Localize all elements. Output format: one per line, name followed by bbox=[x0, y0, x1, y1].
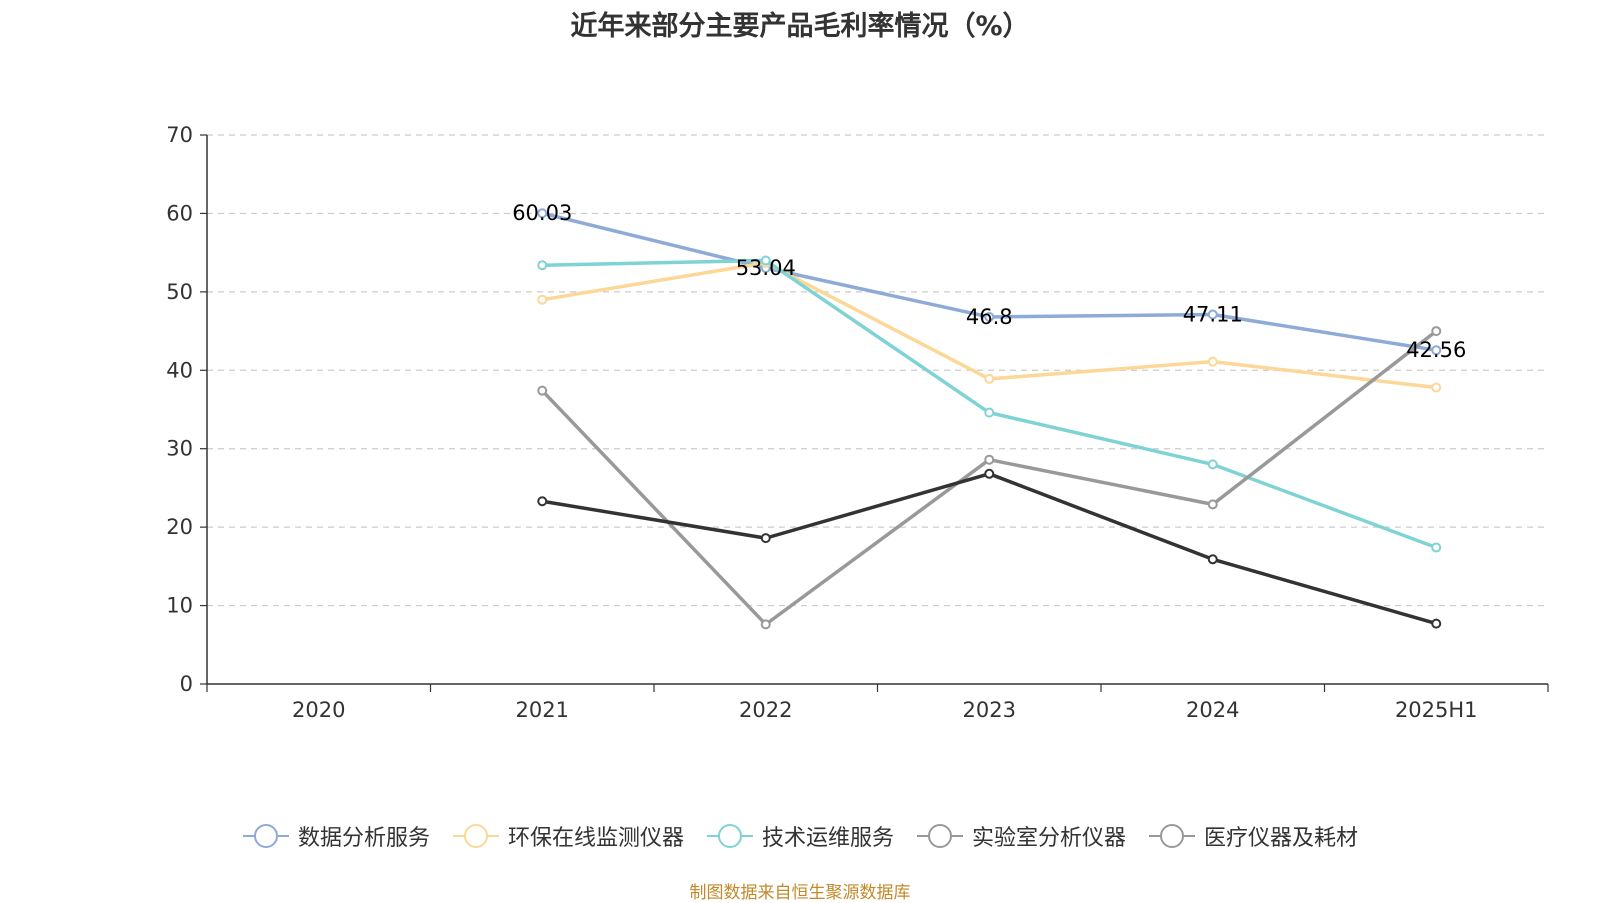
x-tick-label: 2021 bbox=[516, 698, 569, 722]
y-tick-label: 50 bbox=[166, 280, 193, 304]
data-label: 47.11 bbox=[1183, 303, 1243, 327]
data-point bbox=[984, 468, 995, 479]
series-line-2 bbox=[542, 258, 1437, 550]
data-point bbox=[1431, 542, 1442, 553]
y-tick-label: 60 bbox=[166, 201, 193, 225]
x-tick-label: 2020 bbox=[292, 698, 345, 722]
y-tick-label: 70 bbox=[166, 123, 193, 147]
data-point bbox=[1207, 554, 1218, 565]
data-point bbox=[984, 407, 995, 418]
legend: 数据分析服务 环保在线监测仪器 技术运维服务 实验室分析仪器 医疗仪器及耗材 bbox=[0, 820, 1600, 852]
data-point bbox=[1207, 499, 1218, 510]
chart-title: 近年来部分主要产品毛利率情况（%） bbox=[570, 11, 1030, 42]
data-point bbox=[760, 255, 771, 266]
source-note: 制图数据来自恒生聚源数据库 bbox=[689, 883, 911, 903]
legend-marker-icon bbox=[452, 824, 499, 848]
x-tick-label: 2024 bbox=[1186, 698, 1239, 722]
legend-marker-icon bbox=[242, 824, 289, 848]
legend-marker-circle bbox=[253, 824, 278, 848]
data-point bbox=[1431, 618, 1442, 629]
data-label-layer: 60.03 53.04 46.8 47.11 42.56 bbox=[512, 201, 1466, 362]
data-point bbox=[760, 533, 771, 544]
y-tick-label: 40 bbox=[166, 358, 193, 382]
legend-marker-circle bbox=[1160, 824, 1185, 848]
legend-item[interactable]: 技术运维服务 bbox=[706, 820, 894, 852]
data-point bbox=[537, 208, 548, 219]
series-line-0 bbox=[541, 211, 1437, 352]
data-point bbox=[537, 294, 548, 305]
series-layer bbox=[537, 208, 1442, 630]
data-point bbox=[1207, 309, 1218, 320]
legend-item[interactable]: 数据分析服务 bbox=[242, 820, 430, 852]
data-point bbox=[1431, 326, 1442, 337]
legend-marker-icon bbox=[706, 824, 753, 848]
x-tick-label: 2022 bbox=[739, 698, 792, 722]
legend-label: 医疗仪器及耗材 bbox=[1204, 826, 1359, 851]
y-tick-label: 20 bbox=[166, 515, 193, 539]
legend-item[interactable]: 医疗仪器及耗材 bbox=[1148, 820, 1358, 852]
grid-layer bbox=[207, 134, 1548, 607]
data-label: 60.03 bbox=[512, 201, 572, 225]
legend-item[interactable]: 实验室分析仪器 bbox=[916, 820, 1126, 852]
data-point bbox=[760, 619, 771, 630]
y-tick-label: 0 bbox=[180, 672, 193, 696]
data-point bbox=[1431, 345, 1442, 356]
legend-marker-icon bbox=[917, 824, 963, 848]
y-tick-label: 30 bbox=[166, 437, 193, 461]
legend-marker-circle bbox=[717, 824, 742, 848]
data-point bbox=[1207, 459, 1218, 470]
x-tick-label: 2023 bbox=[963, 698, 1016, 722]
y-tick-label: 10 bbox=[166, 594, 193, 618]
data-point bbox=[537, 496, 548, 507]
legend-marker-circle bbox=[928, 824, 952, 848]
legend-label: 技术运维服务 bbox=[761, 826, 894, 851]
data-label: 42.56 bbox=[1406, 338, 1466, 362]
data-label: 46.8 bbox=[966, 305, 1013, 329]
legend-item[interactable]: 环保在线监测仪器 bbox=[452, 820, 684, 852]
data-point bbox=[984, 373, 995, 384]
legend-label: 数据分析服务 bbox=[297, 826, 430, 851]
legend-marker-circle bbox=[463, 824, 488, 848]
line-chart: 0 10 20 30 40 50 60 70 2020 2021 2022 2023 2024 2025H… bbox=[166, 123, 1549, 722]
axis-layer: 0 10 20 30 40 50 60 70 2020 2021 2022 2023 2024 2025H… bbox=[166, 123, 1549, 722]
data-point bbox=[984, 454, 995, 465]
data-point bbox=[1431, 382, 1442, 393]
data-point bbox=[537, 260, 548, 271]
legend-marker-icon bbox=[1149, 824, 1196, 848]
legend-label: 实验室分析仪器 bbox=[972, 826, 1127, 851]
data-label: 53.04 bbox=[736, 256, 796, 280]
data-point bbox=[1207, 356, 1218, 367]
data-point bbox=[984, 311, 995, 322]
x-tick-label: 2025H1 bbox=[1395, 698, 1478, 722]
legend-label: 环保在线监测仪器 bbox=[507, 826, 684, 851]
data-point bbox=[537, 385, 548, 396]
